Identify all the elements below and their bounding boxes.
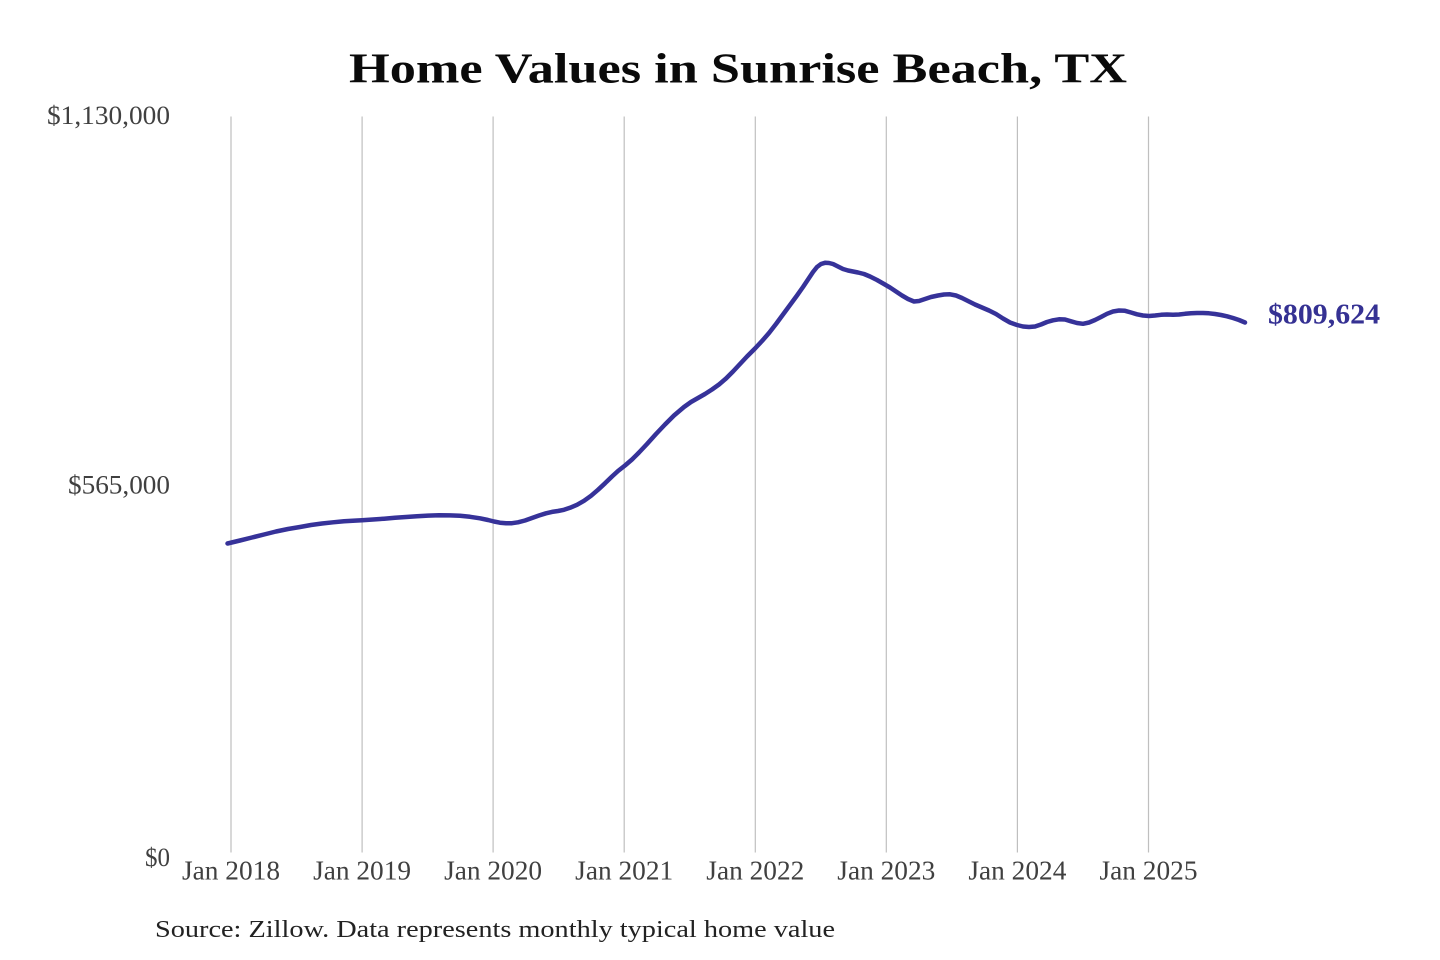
svg-text:$565,000: $565,000	[68, 471, 170, 500]
svg-text:Home Values in Sunrise Beach,: Home Values in Sunrise Beach, TX	[349, 47, 1127, 93]
svg-text:Jan 2021: Jan 2021	[575, 856, 673, 886]
svg-text:Jan 2024: Jan 2024	[968, 856, 1066, 886]
svg-text:Jan 2020: Jan 2020	[444, 856, 542, 886]
svg-text:Source: Zillow. Data represent: Source: Zillow. Data represents monthly …	[155, 917, 835, 943]
svg-text:Jan 2022: Jan 2022	[706, 856, 804, 886]
svg-text:Jan 2023: Jan 2023	[837, 856, 935, 886]
svg-text:Jan 2025: Jan 2025	[1100, 856, 1198, 886]
svg-text:$1,130,000: $1,130,000	[47, 101, 170, 130]
svg-text:$809,624: $809,624	[1268, 300, 1380, 331]
svg-text:$0: $0	[145, 843, 170, 872]
svg-text:Jan 2018: Jan 2018	[182, 856, 280, 886]
svg-text:Jan 2019: Jan 2019	[313, 856, 411, 886]
